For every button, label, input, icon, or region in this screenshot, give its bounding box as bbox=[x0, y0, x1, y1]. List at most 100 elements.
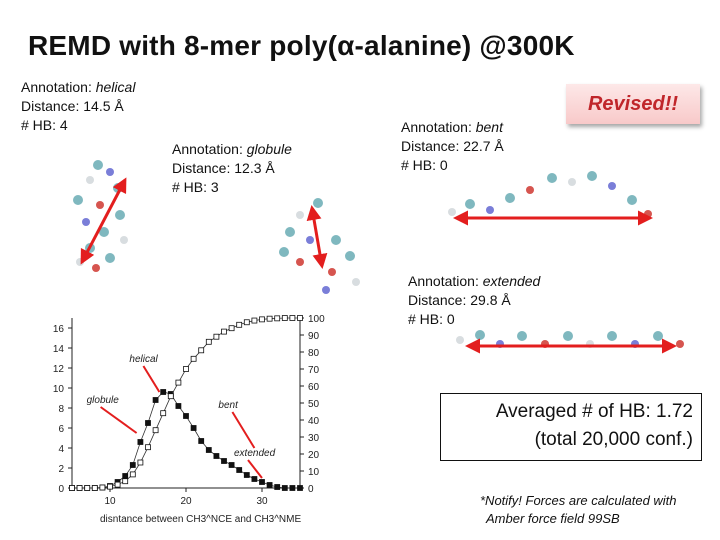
annotation-distance: Distance: 22.7 Å bbox=[401, 138, 504, 154]
series-line-filled-square bbox=[72, 391, 300, 489]
annotation-prefix: Annotation: bbox=[21, 79, 96, 95]
x-tick-label: 10 bbox=[104, 496, 116, 507]
right-tick-label: 70 bbox=[308, 365, 320, 376]
right-tick-label: 30 bbox=[308, 433, 320, 444]
data-point-filled-square bbox=[122, 473, 129, 479]
data-point-filled-square bbox=[281, 485, 288, 491]
revised-badge: Revised!! bbox=[566, 84, 700, 124]
data-point-open-square bbox=[91, 485, 98, 491]
annotation-name: helical bbox=[95, 79, 136, 95]
data-point-open-square bbox=[122, 478, 129, 485]
data-point-open-square bbox=[266, 315, 273, 322]
chart-axes: 0 2 4 6 8 10 12 14 16 0 10 20 30 40 50 60 70 80 90 100 10 20 3… bbox=[53, 314, 325, 507]
annotation-hb: # HB: 0 bbox=[408, 311, 455, 327]
data-point-open-square bbox=[107, 483, 113, 490]
right-tick-label: 0 bbox=[308, 484, 314, 495]
summary-line-1: Averaged # of HB: 1.72 bbox=[495, 401, 693, 422]
data-point-filled-square bbox=[190, 425, 197, 431]
data-point-open-square bbox=[198, 347, 205, 354]
data-point-filled-square bbox=[145, 420, 151, 426]
chart-annotation-label: extended bbox=[234, 448, 276, 459]
right-tick-label: 50 bbox=[308, 399, 320, 410]
data-point-filled-square bbox=[221, 458, 227, 464]
data-point-open-square bbox=[251, 317, 258, 324]
left-tick-label: 4 bbox=[58, 444, 64, 455]
data-point-open-square bbox=[205, 338, 212, 345]
data-point-open-square bbox=[137, 459, 144, 466]
x-tick-label: 30 bbox=[256, 496, 268, 507]
note-line-1: *Notify! Forces are calculated with bbox=[480, 493, 677, 508]
data-point-filled-square bbox=[236, 467, 243, 473]
data-point-open-square bbox=[213, 333, 220, 340]
left-tick-label: 12 bbox=[53, 364, 65, 375]
left-tick-label: 6 bbox=[58, 424, 64, 435]
data-point-open-square bbox=[145, 444, 151, 451]
data-point-filled-square bbox=[259, 479, 265, 485]
left-tick-label: 10 bbox=[53, 384, 65, 395]
data-point-filled-square bbox=[243, 472, 250, 478]
force-field-note: *Notify! Forces are calculated with Ambe… bbox=[480, 492, 677, 528]
chart-annotations: helical globule bent extended bbox=[87, 354, 276, 479]
data-point-open-square bbox=[190, 355, 197, 362]
x-tick-label: 20 bbox=[180, 496, 192, 507]
data-point-open-square bbox=[152, 427, 159, 434]
x-axis-label: disntance between CH3^NCE and CH3^NME bbox=[100, 514, 301, 525]
data-point-open-square bbox=[236, 321, 243, 328]
data-point-filled-square bbox=[205, 447, 212, 453]
summary-box: Averaged # of HB: 1.72 (total 20,000 con… bbox=[440, 393, 702, 461]
data-point-filled-square bbox=[160, 389, 167, 395]
annotation-hb: # HB: 0 bbox=[401, 157, 448, 173]
right-tick-label: 10 bbox=[308, 467, 320, 478]
right-tick-label: 40 bbox=[308, 416, 320, 427]
annotation-name: globule bbox=[246, 141, 292, 157]
data-point-filled-square bbox=[289, 485, 296, 491]
left-tick-label: 2 bbox=[58, 464, 64, 475]
data-point-filled-square bbox=[129, 462, 136, 468]
data-point-open-square bbox=[175, 379, 182, 386]
summary-line-2: (total 20,000 conf.) bbox=[534, 429, 693, 450]
left-tick-label: 16 bbox=[53, 324, 65, 335]
data-point-filled-square bbox=[228, 462, 235, 468]
data-point-open-square bbox=[281, 315, 288, 321]
annotation-bent: Annotation: bent Distance: 22.7 Å # HB: … bbox=[401, 118, 504, 175]
data-point-filled-square bbox=[274, 484, 281, 490]
annotation-distance: Distance: 29.8 Å bbox=[408, 292, 511, 308]
annotation-name: bent bbox=[475, 119, 503, 135]
data-point-filled-square bbox=[152, 397, 159, 403]
data-point-open-square bbox=[99, 484, 106, 491]
data-point-open-square bbox=[114, 481, 121, 488]
annotation-prefix: Annotation: bbox=[172, 141, 247, 157]
annotation-globule: Annotation: globule Distance: 12.3 Å # H… bbox=[172, 140, 292, 197]
data-point-filled-square bbox=[251, 476, 258, 482]
globule-distance-arrow bbox=[306, 205, 328, 269]
data-point-open-square bbox=[160, 410, 167, 417]
chart-series bbox=[69, 315, 303, 491]
data-point-filled-square bbox=[175, 403, 182, 409]
data-point-open-square bbox=[297, 315, 303, 321]
data-point-open-square bbox=[228, 325, 235, 332]
data-point-filled-square bbox=[297, 485, 303, 491]
annotation-prefix: Annotation: bbox=[401, 119, 476, 135]
left-tick-label: 0 bbox=[58, 484, 64, 495]
data-point-open-square bbox=[289, 315, 296, 321]
data-point-filled-square bbox=[213, 453, 220, 459]
data-point-open-square bbox=[183, 366, 189, 372]
annotation-distance: Distance: 12.3 Å bbox=[172, 160, 275, 176]
data-point-open-square bbox=[259, 316, 265, 323]
annotation-prefix: Annotation: bbox=[408, 273, 483, 289]
data-point-open-square bbox=[167, 393, 174, 400]
data-point-open-square bbox=[76, 485, 83, 491]
annotation-helical: Annotation: helical Distance: 14.5 Å # H… bbox=[21, 78, 135, 135]
right-tick-label: 60 bbox=[308, 382, 320, 393]
data-point-open-square bbox=[274, 315, 281, 322]
data-point-filled-square bbox=[266, 482, 273, 488]
slide-title: REMD with 8-mer poly(α-alanine) @300K bbox=[28, 30, 575, 61]
data-point-open-square bbox=[243, 319, 250, 326]
annotation-distance: Distance: 14.5 Å bbox=[21, 98, 124, 114]
chart-annotation-label: helical bbox=[129, 354, 158, 365]
data-point-open-square bbox=[84, 485, 91, 491]
data-point-filled-square bbox=[198, 438, 205, 444]
helical-distance-arrow bbox=[80, 177, 127, 265]
